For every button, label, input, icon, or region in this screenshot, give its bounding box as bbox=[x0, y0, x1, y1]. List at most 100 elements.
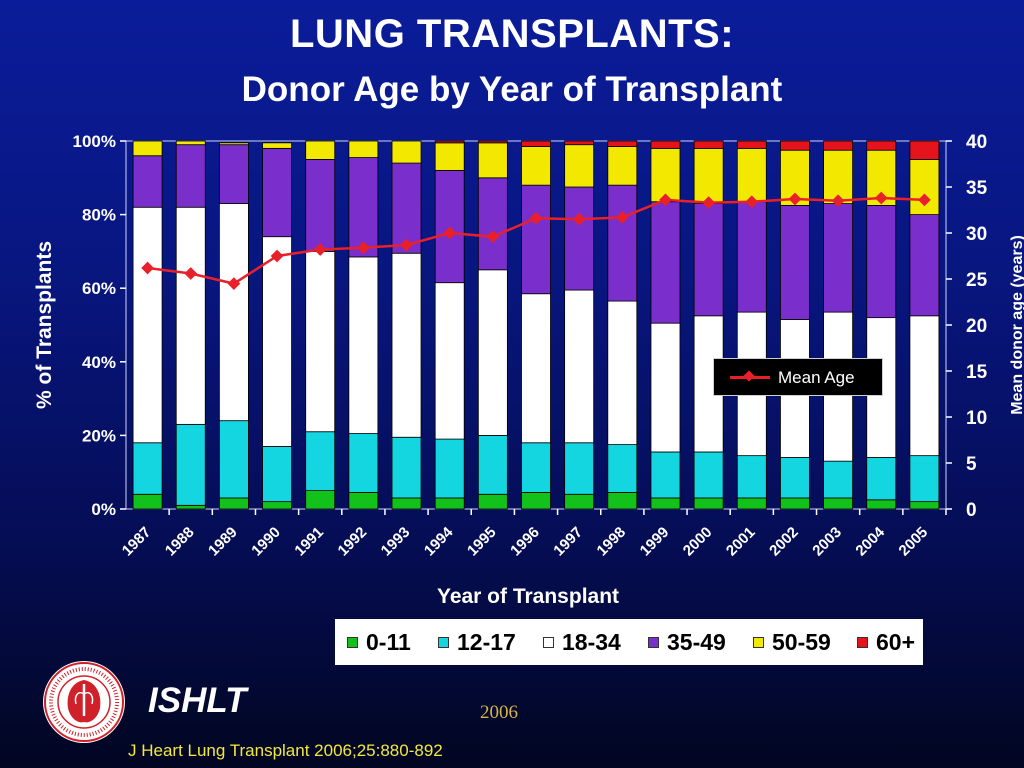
x-tick-label: 1993 bbox=[378, 524, 414, 560]
mean-age-point-1995 bbox=[486, 230, 500, 244]
bar-segment-50-59-1989 bbox=[218, 142, 249, 146]
bar-segment-0-11-1988 bbox=[175, 504, 206, 510]
x-tick-label: 2000 bbox=[680, 524, 716, 560]
x-tick-label: 1990 bbox=[248, 524, 284, 560]
bar-segment-0-11-1991 bbox=[305, 490, 336, 510]
bar-segment-35-49-1998 bbox=[607, 184, 638, 302]
bar-segment-12-17-2001 bbox=[736, 455, 767, 499]
y-tick-label: 80% bbox=[82, 206, 116, 225]
legend-label: 35-49 bbox=[667, 628, 726, 655]
bar-segment-35-49-2002 bbox=[780, 204, 810, 320]
legend-label: 60+ bbox=[876, 628, 916, 655]
bar-segment-18-34-1991 bbox=[305, 250, 336, 433]
bar-segment-60plus-1997 bbox=[564, 140, 595, 146]
bar-segment-18-34-1994 bbox=[434, 282, 465, 440]
bar-segment-12-17-1995 bbox=[477, 434, 508, 495]
mean-age-legend: Mean Age bbox=[713, 358, 883, 396]
bar-segment-12-17-2005 bbox=[909, 455, 940, 503]
bar-segment-50-59-1995 bbox=[477, 142, 508, 179]
bar-segment-18-34-1993 bbox=[391, 252, 422, 438]
mean-age-point-1994 bbox=[443, 226, 457, 240]
bar-segment-50-59-1987 bbox=[132, 140, 163, 157]
bar-segment-35-49-1991 bbox=[305, 158, 336, 252]
x-tick-label: 2002 bbox=[766, 524, 802, 560]
bar-segment-18-34-1999 bbox=[650, 322, 681, 453]
y2-tick-label: 10 bbox=[966, 408, 987, 429]
bar-segment-0-11-1999 bbox=[650, 497, 681, 510]
legend-item-18-34: 18-34 bbox=[543, 629, 621, 655]
bar-segment-50-59-1997 bbox=[564, 144, 595, 188]
y2-tick-label: 25 bbox=[966, 270, 988, 291]
mean-age-legend-marker bbox=[743, 370, 755, 382]
x-tick-label: 2004 bbox=[852, 523, 888, 559]
bar-segment-50-59-1988 bbox=[175, 140, 206, 146]
bar-segment-35-49-1992 bbox=[348, 157, 379, 258]
bar-segment-12-17-1992 bbox=[348, 433, 379, 493]
bar-segment-18-34-1992 bbox=[348, 256, 379, 434]
bar-segment-0-11-1994 bbox=[434, 497, 465, 510]
bar-segment-12-17-1990 bbox=[262, 446, 292, 503]
legend-label: 12-17 bbox=[457, 628, 516, 655]
mean-age-point-1990 bbox=[270, 249, 284, 263]
legend-swatch-50-59 bbox=[753, 636, 764, 648]
bar-segment-12-17-1996 bbox=[521, 442, 551, 493]
bar-segment-60plus-1998 bbox=[607, 140, 638, 147]
bar-segment-12-17-1993 bbox=[391, 436, 422, 499]
y2-tick-label: 40 bbox=[966, 132, 987, 153]
bar-segment-0-11-1987 bbox=[132, 493, 163, 510]
bar-segment-0-11-2003 bbox=[823, 497, 854, 510]
legend-item-12-17: 12-17 bbox=[438, 629, 516, 655]
y2-tick-label: 30 bbox=[966, 224, 987, 245]
bar-segment-60plus-1995 bbox=[477, 140, 508, 144]
bar-segment-12-17-1997 bbox=[564, 442, 595, 495]
mean-age-point-1991 bbox=[313, 243, 327, 256]
legend-label: 50-59 bbox=[772, 628, 831, 655]
bar-segment-18-34-1995 bbox=[477, 269, 508, 436]
y2-tick-label: 5 bbox=[966, 454, 977, 475]
bar-segment-60plus-1996 bbox=[521, 140, 551, 147]
legend-swatch-35-49 bbox=[648, 636, 659, 648]
bar-segment-18-34-2005 bbox=[909, 315, 940, 457]
y-tick-label: 40% bbox=[82, 353, 116, 372]
legend-label: 18-34 bbox=[562, 628, 621, 655]
mean-age-point-1992 bbox=[357, 241, 370, 255]
bar-segment-35-49-2005 bbox=[909, 214, 940, 317]
chart-subtitle: Donor Age by Year of Transplant bbox=[241, 70, 783, 109]
legend-swatch-60-plus bbox=[857, 636, 868, 648]
bar-segment-18-34-1998 bbox=[607, 300, 638, 445]
bar-segment-18-34-1987 bbox=[132, 206, 163, 444]
mean-age-point-1989 bbox=[227, 277, 241, 290]
bar-segment-35-49-1997 bbox=[564, 186, 595, 291]
bar-segment-0-11-1998 bbox=[607, 492, 638, 510]
bar-segment-50-59-1998 bbox=[607, 146, 638, 186]
bar-segment-0-11-1997 bbox=[564, 493, 595, 510]
bar-segment-35-49-1995 bbox=[477, 177, 508, 271]
bar-segment-60plus-2003 bbox=[823, 140, 854, 151]
ishlt-logo bbox=[43, 661, 125, 743]
y-tick-label: 60% bbox=[82, 279, 116, 298]
x-tick-label: 1997 bbox=[550, 524, 586, 560]
bar-segment-35-49-1994 bbox=[434, 170, 465, 284]
x-tick-label: 1992 bbox=[335, 524, 371, 560]
bar-segment-0-11-1996 bbox=[521, 492, 551, 510]
bar-segment-0-11-1992 bbox=[348, 492, 379, 510]
bar-segment-60plus-2004 bbox=[866, 140, 897, 151]
bar-segment-0-11-2004 bbox=[866, 499, 897, 510]
bar-segment-60plus-1999 bbox=[650, 140, 681, 149]
y-axis-title: % of Transplants bbox=[33, 241, 56, 409]
bar-segment-35-49-1999 bbox=[650, 201, 681, 324]
age-group-legend: 0-11 12-17 18-34 35-49 50-59 60+ bbox=[335, 619, 923, 665]
bar-segment-50-59-1991 bbox=[305, 140, 336, 160]
bar-segment-12-17-1987 bbox=[132, 442, 163, 495]
x-tick-label: 1987 bbox=[119, 524, 155, 560]
bar-segment-12-17-1999 bbox=[650, 451, 681, 499]
bar-segment-12-17-2002 bbox=[780, 457, 810, 499]
bar-segment-18-34-1997 bbox=[564, 289, 595, 444]
y2-tick-label: 15 bbox=[966, 362, 988, 383]
x-tick-label: 1996 bbox=[507, 524, 543, 560]
bar-segment-12-17-1988 bbox=[175, 423, 206, 506]
x-tick-label: 2003 bbox=[809, 524, 845, 560]
x-tick-label: 1999 bbox=[637, 524, 673, 560]
legend-item-35-49: 35-49 bbox=[648, 629, 726, 655]
